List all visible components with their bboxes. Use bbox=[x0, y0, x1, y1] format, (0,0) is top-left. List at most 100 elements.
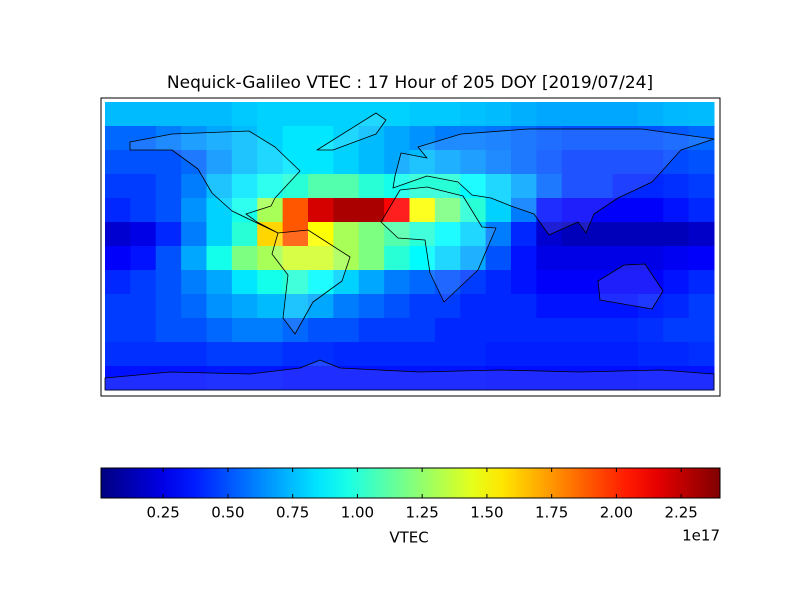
heatmap-cell bbox=[308, 366, 334, 391]
heatmap-cell bbox=[536, 294, 563, 319]
heatmap-cell bbox=[257, 366, 284, 391]
heatmap-cell bbox=[688, 318, 715, 343]
heatmap-cell bbox=[637, 222, 664, 247]
heatmap-cell bbox=[485, 102, 512, 127]
heatmap-cell bbox=[206, 294, 233, 319]
heatmap-cell bbox=[637, 270, 664, 295]
heatmap-cell bbox=[130, 318, 157, 343]
heatmap-cell bbox=[155, 246, 182, 271]
heatmap-cell bbox=[358, 318, 385, 343]
heatmap-cell bbox=[587, 126, 613, 151]
heatmap-cell bbox=[206, 126, 233, 151]
heatmap-cell bbox=[587, 222, 613, 247]
heatmap-cell bbox=[409, 318, 436, 343]
heatmap-cell bbox=[409, 270, 436, 295]
heatmap-cell bbox=[485, 246, 512, 271]
heatmap-cell bbox=[663, 198, 690, 223]
heatmap-cell bbox=[257, 270, 284, 295]
heatmap-cell bbox=[663, 126, 690, 151]
heatmap-cell bbox=[612, 270, 639, 295]
colorbar-tick-label: 2.25 bbox=[664, 504, 697, 522]
heatmap-cell bbox=[333, 246, 360, 271]
heatmap-cell bbox=[257, 150, 284, 175]
heatmap-cell bbox=[511, 222, 537, 247]
heatmap-cell bbox=[511, 318, 537, 343]
heatmap-cell bbox=[688, 174, 715, 199]
heatmap-cell bbox=[587, 318, 613, 343]
heatmap-cell bbox=[637, 246, 664, 271]
heatmap-cell bbox=[257, 318, 284, 343]
heatmap-cell bbox=[130, 150, 157, 175]
heatmap-cell bbox=[637, 294, 664, 319]
heatmap-cell bbox=[612, 198, 639, 223]
heatmap-cell bbox=[511, 294, 537, 319]
heatmap-cell bbox=[358, 270, 385, 295]
heatmap-cell bbox=[105, 102, 131, 127]
heatmap-cell bbox=[333, 342, 360, 367]
heatmap-cell bbox=[206, 150, 233, 175]
heatmap-cell bbox=[688, 222, 715, 247]
heatmap-cell bbox=[587, 174, 613, 199]
heatmap-cell bbox=[206, 198, 233, 223]
heatmap-cell bbox=[511, 174, 537, 199]
heatmap-cell bbox=[333, 222, 360, 247]
heatmap-cell bbox=[384, 270, 410, 295]
heatmap-cell bbox=[663, 150, 690, 175]
australia bbox=[597, 263, 664, 310]
heatmap-cell bbox=[231, 342, 258, 367]
heatmap-cell bbox=[231, 126, 258, 151]
heatmap-cell bbox=[637, 318, 664, 343]
heatmap-cell bbox=[282, 126, 309, 151]
heatmap-cell bbox=[688, 102, 715, 127]
heatmap-cell bbox=[105, 174, 131, 199]
heatmap-cell bbox=[206, 174, 233, 199]
heatmap-cell bbox=[282, 366, 309, 391]
heatmap-cell bbox=[333, 198, 360, 223]
heatmap-cell bbox=[308, 342, 334, 367]
heatmap-cell bbox=[460, 102, 487, 127]
colorbar-tick-label: 1.25 bbox=[405, 504, 438, 522]
heatmap-cell bbox=[333, 150, 360, 175]
heatmap-cell bbox=[561, 174, 588, 199]
heatmap-cell bbox=[612, 102, 639, 127]
heatmap-cell bbox=[688, 270, 715, 295]
heatmap-cell bbox=[561, 246, 588, 271]
heatmap-cell bbox=[384, 126, 410, 151]
heatmap-cell bbox=[333, 366, 360, 391]
heatmap-cell bbox=[612, 222, 639, 247]
heatmap-cell bbox=[206, 102, 233, 127]
heatmap-cell bbox=[155, 102, 182, 127]
heatmap-cell bbox=[282, 294, 309, 319]
heatmap-cell bbox=[434, 246, 461, 271]
colorbar-tick-label: 1.75 bbox=[535, 504, 568, 522]
heatmap-cell bbox=[358, 342, 385, 367]
heatmap-cell bbox=[637, 102, 664, 127]
heatmap-cell bbox=[561, 270, 588, 295]
heatmap-cell bbox=[206, 270, 233, 295]
heatmap-cell bbox=[612, 318, 639, 343]
heatmap-cell bbox=[333, 126, 360, 151]
heatmap-cell bbox=[434, 102, 461, 127]
heatmap-cell bbox=[409, 246, 436, 271]
heatmap-cell bbox=[384, 294, 410, 319]
heatmap-cell bbox=[333, 294, 360, 319]
heatmap-cell bbox=[231, 318, 258, 343]
heatmap-cell bbox=[333, 318, 360, 343]
heatmap-cell bbox=[485, 198, 512, 223]
heatmap-cell bbox=[612, 150, 639, 175]
heatmap-cell bbox=[409, 174, 436, 199]
heatmap-cell bbox=[663, 174, 690, 199]
south-america bbox=[271, 229, 351, 335]
heatmap-cell bbox=[155, 318, 182, 343]
heatmap-cell bbox=[155, 342, 182, 367]
heatmap-cell bbox=[663, 294, 690, 319]
heatmap-cell bbox=[206, 342, 233, 367]
heatmap-cell bbox=[409, 102, 436, 127]
colorbar-label: VTEC bbox=[389, 529, 428, 547]
heatmap-cell bbox=[409, 294, 436, 319]
heatmap-cell bbox=[181, 342, 207, 367]
heatmap-cell bbox=[130, 246, 157, 271]
antarctica bbox=[104, 359, 715, 391]
heatmap-cell bbox=[308, 102, 334, 127]
heatmap-cell bbox=[181, 222, 207, 247]
